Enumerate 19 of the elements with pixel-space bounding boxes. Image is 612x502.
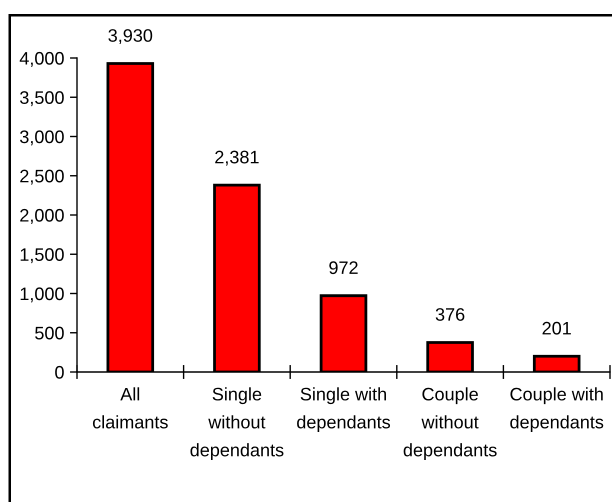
y-tick-label: 500: [35, 326, 64, 340]
y-tick-label: 4,000: [20, 52, 64, 67]
y-tick-label: 3,500: [20, 91, 64, 106]
data-label: 201: [542, 322, 571, 335]
y-tick-label: 3,000: [20, 130, 64, 146]
data-label: 376: [436, 308, 464, 321]
x-tick-label: Single with dependants: [297, 387, 390, 432]
y-tick-label: 0: [55, 366, 64, 379]
data-label: 2,381: [215, 150, 259, 166]
y-tick-label: 2,500: [20, 170, 64, 185]
x-tick-label: Single without dependants: [190, 387, 284, 460]
x-tick-label: Couple without dependants: [404, 387, 497, 460]
data-label: 972: [329, 261, 358, 274]
y-tick-label: 1,500: [20, 248, 64, 264]
y-tick-label: 2,000: [20, 208, 64, 224]
data-label: 3,930: [108, 29, 152, 44]
y-tick-label: 1,000: [20, 287, 64, 302]
x-tick-label: All claimants: [92, 387, 168, 428]
x-tick-label: Couple with dependants: [510, 387, 604, 432]
